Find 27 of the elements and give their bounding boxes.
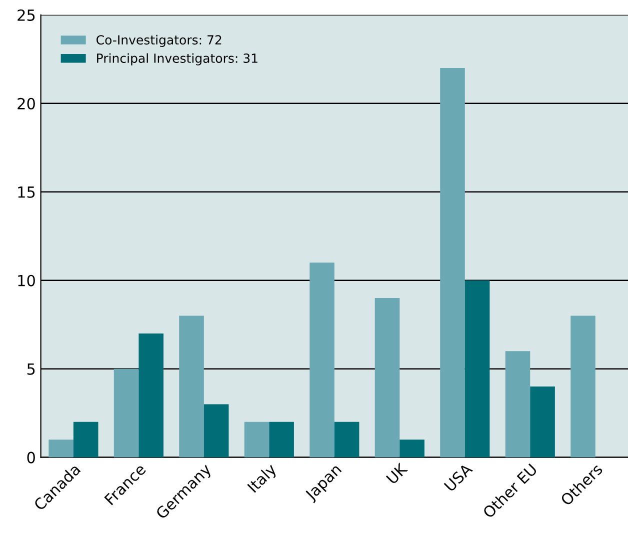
bar	[179, 316, 204, 458]
bar	[269, 422, 294, 458]
bar	[310, 262, 334, 458]
bar	[138, 333, 164, 458]
bar	[204, 404, 229, 458]
bar	[374, 298, 400, 458]
bar	[244, 422, 270, 458]
y-tick-label: 5	[27, 364, 35, 375]
y-tick-label: 25	[18, 9, 35, 21]
y-tick-label: 10	[18, 274, 35, 286]
x-tick-label: USA	[444, 462, 474, 492]
bar	[114, 368, 139, 458]
bar	[48, 440, 74, 458]
bar	[570, 316, 596, 458]
bar	[73, 422, 98, 458]
y-tick-label: 0	[27, 452, 35, 464]
x-tick-label: UK	[386, 462, 408, 485]
bar	[440, 68, 465, 458]
legend-label: Principal Investigators: 31	[97, 53, 258, 66]
bar	[530, 386, 555, 458]
y-tick-label: 15	[18, 186, 35, 198]
bar	[464, 280, 490, 458]
bar	[334, 422, 360, 458]
legend-label: Co-Investigators: 72	[96, 34, 222, 48]
y-tick-label: 20	[18, 98, 35, 110]
bar	[505, 351, 530, 458]
bar	[400, 440, 424, 458]
